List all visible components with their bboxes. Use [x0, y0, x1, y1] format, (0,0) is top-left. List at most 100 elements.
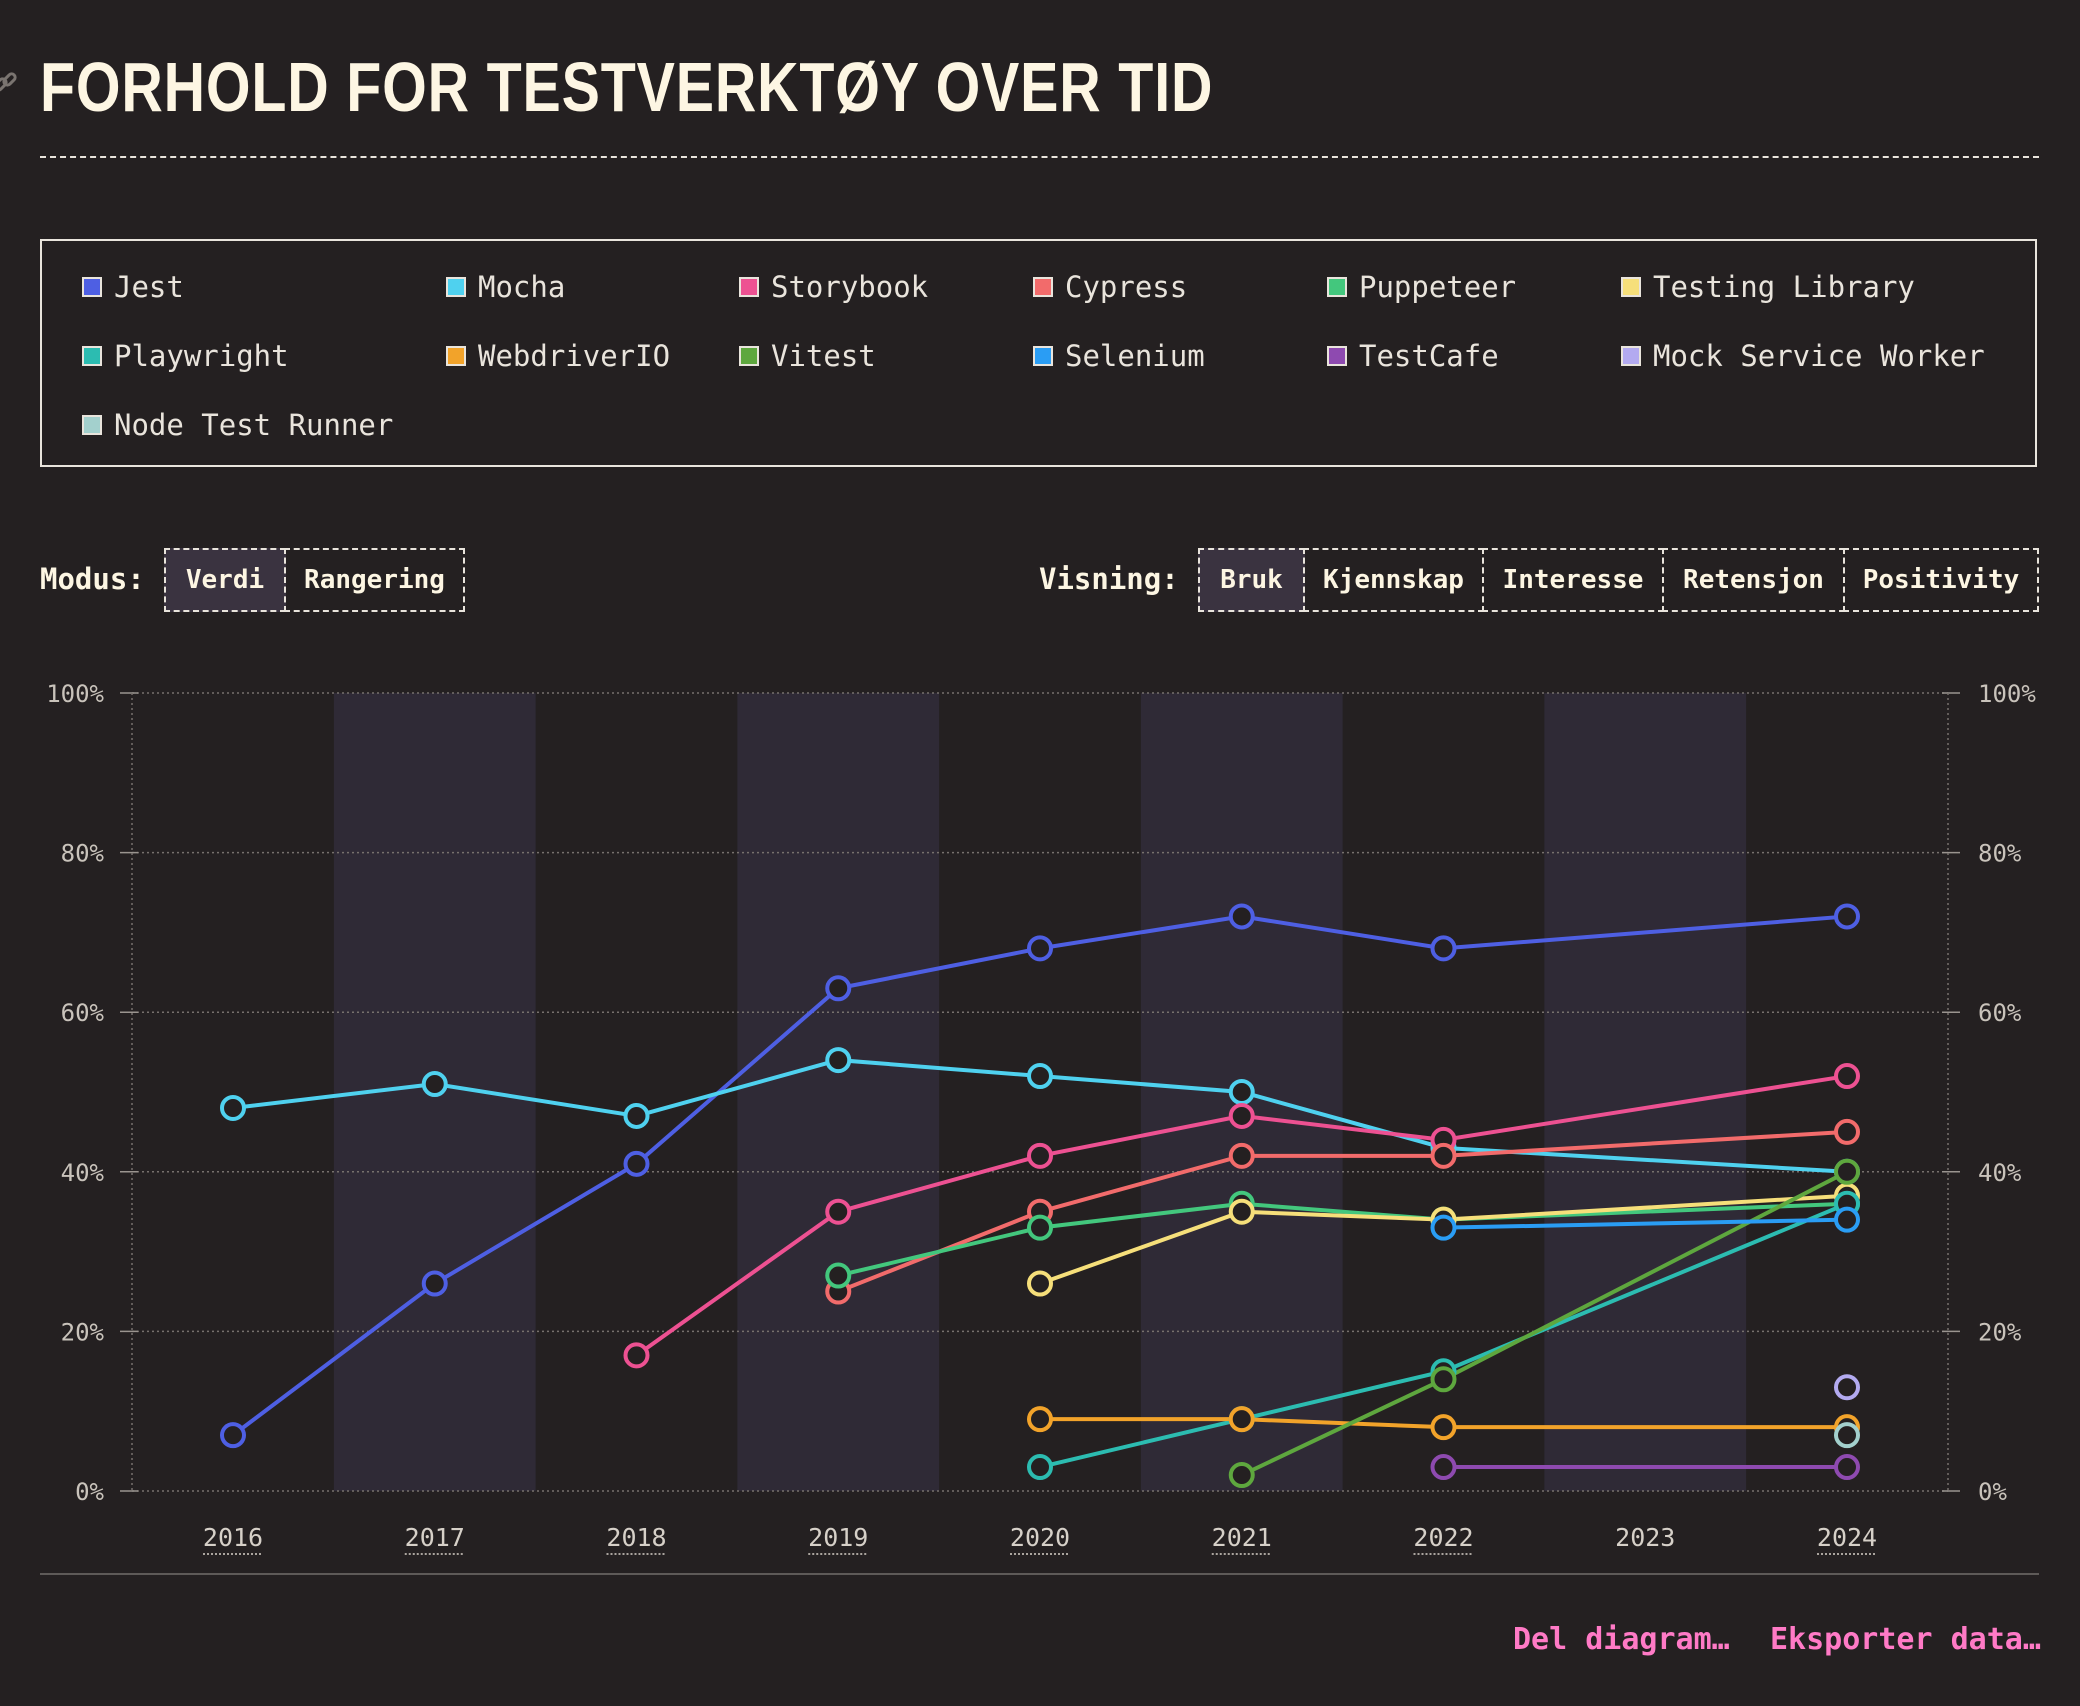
legend-swatch [739, 277, 759, 297]
legend-item-jest[interactable]: Jest [82, 267, 184, 307]
x-tick-label: 2021 [1212, 1523, 1272, 1552]
mode-button-verdi[interactable]: Verdi [164, 548, 286, 612]
legend-swatch [1327, 346, 1347, 366]
data-point-jest [1027, 935, 1053, 962]
data-point-testcafe [1430, 1454, 1457, 1481]
legend-item-vitest[interactable]: Vitest [739, 336, 876, 376]
data-point-jest [1834, 903, 1860, 930]
legend-item-testing-library[interactable]: Testing Library [1621, 267, 1915, 307]
data-point-selenium [1834, 1206, 1860, 1233]
year-band [1544, 693, 1747, 1491]
data-point-puppeteer [1027, 1214, 1053, 1241]
line-chart: 0% 0% 20% 20% 40% 40% 60% 60% 80% 80% 100% 100% 2016… [46, 680, 2036, 1555]
legend-swatch [446, 277, 466, 297]
data-point-webdriverio [1228, 1406, 1255, 1433]
view-button-bruk[interactable]: Bruk [1198, 548, 1305, 612]
legend: Jest Mocha Storybook Cypress Puppeteer Testin… [40, 239, 2037, 467]
legend-item-node-test-runner[interactable]: Node Test Runner [82, 405, 393, 445]
series-line-mocha [232, 1058, 1848, 1174]
title-divider [40, 156, 2039, 158]
series-line-jest [231, 914, 1848, 1437]
y-tick-label-right: 20% [1978, 1318, 2022, 1346]
data-point-jest [623, 1150, 650, 1177]
view-button-retensjon[interactable]: Retensjon [1662, 548, 1845, 612]
x-tick-label: 2018 [606, 1523, 666, 1552]
legend-label: Puppeteer [1359, 270, 1517, 304]
x-tick-label: 2020 [1010, 1523, 1070, 1552]
legend-item-mock-service-worker[interactable]: Mock Service Worker [1621, 336, 1985, 376]
y-tick-label-right: 40% [1978, 1159, 2022, 1187]
year-band [737, 693, 940, 1491]
y-tick-label-left: 60% [61, 999, 105, 1027]
legend-label: Mocha [478, 270, 566, 304]
y-tick-label-left: 80% [61, 840, 105, 868]
link-icon[interactable] [0, 70, 18, 96]
data-point-selenium [1430, 1214, 1457, 1241]
y-tick-label-left: 40% [61, 1159, 105, 1187]
view-button-kjennskap[interactable]: Kjennskap [1303, 548, 1484, 612]
data-point-testing-library [1027, 1270, 1053, 1297]
legend-label: Node Test Runner [114, 408, 394, 442]
legend-label: Playwright [114, 339, 289, 373]
legend-label: Jest [114, 270, 184, 304]
data-point-vitest [1834, 1158, 1860, 1185]
legend-label: TestCafe [1359, 339, 1499, 373]
data-point-playwright [1027, 1454, 1053, 1481]
legend-swatch [82, 346, 102, 366]
legend-swatch [1327, 277, 1347, 297]
data-point-cypress [1228, 1142, 1255, 1169]
x-tick-label: 2022 [1413, 1523, 1473, 1552]
x-tick-label: 2024 [1817, 1523, 1877, 1552]
data-point-mocha [623, 1102, 650, 1129]
view-button-positivity[interactable]: Positivity [1843, 548, 2039, 612]
legend-item-storybook[interactable]: Storybook [739, 267, 928, 307]
share-chart-link[interactable]: Del diagram… [1513, 1622, 1730, 1657]
legend-item-puppeteer[interactable]: Puppeteer [1327, 267, 1516, 307]
legend-label: WebdriverIO [478, 339, 671, 373]
data-point-cypress [1430, 1142, 1457, 1169]
data-point-testing-library [1228, 1198, 1255, 1225]
data-point-storybook [1228, 1102, 1255, 1129]
x-tick-label: 2016 [203, 1523, 263, 1552]
data-point-testcafe [1834, 1454, 1860, 1481]
x-tick-label: 2023 [1615, 1523, 1675, 1552]
legend-item-selenium[interactable]: Selenium [1033, 336, 1205, 376]
legend-swatch [1621, 277, 1641, 297]
legend-item-webdriverio[interactable]: WebdriverIO [446, 336, 670, 376]
series-line-webdriverio [1040, 1417, 1847, 1430]
data-point-storybook [1027, 1142, 1053, 1169]
legend-swatch [1621, 346, 1641, 366]
series-line-testing-library [1039, 1193, 1848, 1286]
legend-swatch [446, 346, 466, 366]
data-point-mocha [1228, 1079, 1255, 1105]
mode-label: Modus: [40, 562, 145, 596]
legend-item-testcafe[interactable]: TestCafe [1327, 336, 1499, 376]
data-point-storybook [623, 1342, 650, 1369]
view-button-interesse[interactable]: Interesse [1482, 548, 1664, 612]
data-point-jest [825, 975, 852, 1002]
legend-label: Vitest [771, 339, 876, 373]
data-point-storybook [1834, 1063, 1860, 1090]
view-label: Visning: [1039, 562, 1179, 596]
legend-item-mocha[interactable]: Mocha [446, 267, 565, 307]
data-point-mocha [1027, 1063, 1053, 1090]
legend-label: Testing Library [1653, 270, 1915, 304]
legend-item-cypress[interactable]: Cypress [1033, 267, 1187, 307]
data-point-cypress [1834, 1118, 1860, 1145]
y-tick-label-right: 100% [1978, 680, 2036, 708]
legend-label: Cypress [1065, 270, 1188, 304]
y-tick-label-left: 0% [75, 1478, 104, 1506]
x-tick-label: 2017 [405, 1523, 465, 1552]
y-tick-label-left: 100% [46, 680, 104, 708]
export-data-link[interactable]: Eksporter data… [1770, 1622, 2041, 1657]
y-tick-label-right: 0% [1978, 1478, 2007, 1506]
data-point-node-test-runner [1834, 1422, 1860, 1449]
series-line-selenium [1443, 1217, 1848, 1230]
mode-button-rangering[interactable]: Rangering [284, 548, 465, 612]
legend-label: Storybook [771, 270, 929, 304]
y-tick-label-right: 80% [1978, 840, 2022, 868]
legend-item-playwright[interactable]: Playwright [82, 336, 289, 376]
data-point-jest [1228, 903, 1255, 930]
data-point-jest [220, 1422, 246, 1449]
legend-swatch [1033, 277, 1053, 297]
